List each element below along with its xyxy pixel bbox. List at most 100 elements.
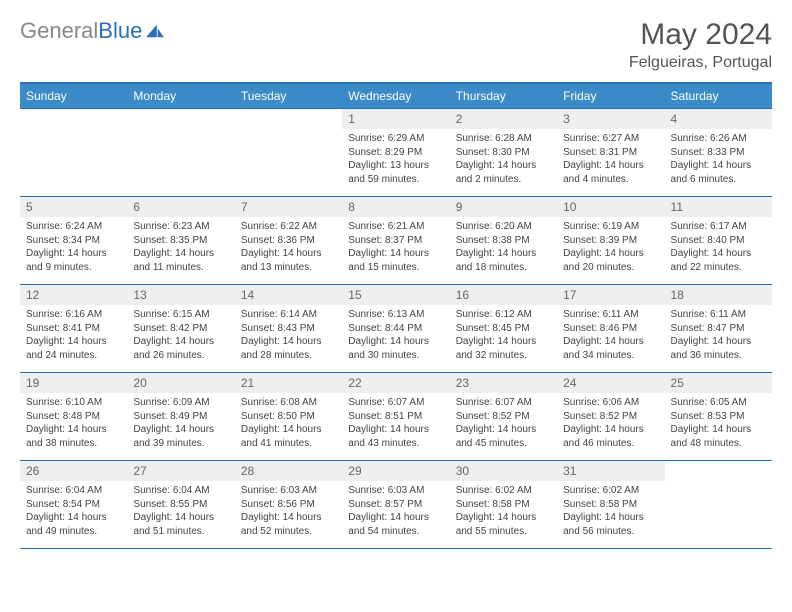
daylight-text: Daylight: 14 hours and 15 minutes. xyxy=(348,247,443,274)
daylight-text: Daylight: 14 hours and 41 minutes. xyxy=(241,423,336,450)
day-details: Sunrise: 6:03 AMSunset: 8:56 PMDaylight:… xyxy=(235,481,342,541)
daylight-text: Daylight: 14 hours and 9 minutes. xyxy=(26,247,121,274)
daylight-text: Daylight: 14 hours and 32 minutes. xyxy=(456,335,551,362)
day-details: Sunrise: 6:02 AMSunset: 8:58 PMDaylight:… xyxy=(557,481,664,541)
sunrise-text: Sunrise: 6:29 AM xyxy=(348,132,443,146)
sunrise-text: Sunrise: 6:02 AM xyxy=(456,484,551,498)
sunset-text: Sunset: 8:30 PM xyxy=(456,146,551,160)
day-details: Sunrise: 6:24 AMSunset: 8:34 PMDaylight:… xyxy=(20,217,127,277)
day-number: 2 xyxy=(450,109,557,129)
day-number: 3 xyxy=(557,109,664,129)
daylight-text: Daylight: 14 hours and 26 minutes. xyxy=(133,335,228,362)
day-number: 31 xyxy=(557,461,664,481)
day-details: Sunrise: 6:28 AMSunset: 8:30 PMDaylight:… xyxy=(450,129,557,189)
sunset-text: Sunset: 8:52 PM xyxy=(456,410,551,424)
sunrise-text: Sunrise: 6:23 AM xyxy=(133,220,228,234)
page-header: GeneralBlue May 2024 Felgueiras, Portuga… xyxy=(20,18,772,72)
logo-text-blue: Blue xyxy=(98,18,142,43)
weekday-header: Thursday xyxy=(450,83,557,109)
daylight-text: Daylight: 14 hours and 20 minutes. xyxy=(563,247,658,274)
sunrise-text: Sunrise: 6:22 AM xyxy=(241,220,336,234)
sunset-text: Sunset: 8:44 PM xyxy=(348,322,443,336)
calendar-week-row: 5Sunrise: 6:24 AMSunset: 8:34 PMDaylight… xyxy=(20,197,772,285)
calendar-day-cell: 3Sunrise: 6:27 AMSunset: 8:31 PMDaylight… xyxy=(557,109,664,197)
day-number: 19 xyxy=(20,373,127,393)
daylight-text: Daylight: 14 hours and 38 minutes. xyxy=(26,423,121,450)
calendar-body: ......1Sunrise: 6:29 AMSunset: 8:29 PMDa… xyxy=(20,109,772,549)
day-number: 7 xyxy=(235,197,342,217)
day-details: Sunrise: 6:11 AMSunset: 8:47 PMDaylight:… xyxy=(665,305,772,365)
calendar-day-cell: 22Sunrise: 6:07 AMSunset: 8:51 PMDayligh… xyxy=(342,373,449,461)
day-number: 29 xyxy=(342,461,449,481)
day-details: Sunrise: 6:04 AMSunset: 8:55 PMDaylight:… xyxy=(127,481,234,541)
day-details: Sunrise: 6:08 AMSunset: 8:50 PMDaylight:… xyxy=(235,393,342,453)
calendar-day-cell: 5Sunrise: 6:24 AMSunset: 8:34 PMDaylight… xyxy=(20,197,127,285)
day-details: Sunrise: 6:05 AMSunset: 8:53 PMDaylight:… xyxy=(665,393,772,453)
daylight-text: Daylight: 14 hours and 52 minutes. xyxy=(241,511,336,538)
sunrise-text: Sunrise: 6:04 AM xyxy=(133,484,228,498)
sunrise-text: Sunrise: 6:04 AM xyxy=(26,484,121,498)
sunset-text: Sunset: 8:33 PM xyxy=(671,146,766,160)
calendar-day-cell: 28Sunrise: 6:03 AMSunset: 8:56 PMDayligh… xyxy=(235,461,342,549)
day-number: 1 xyxy=(342,109,449,129)
sunset-text: Sunset: 8:49 PM xyxy=(133,410,228,424)
sunrise-text: Sunrise: 6:16 AM xyxy=(26,308,121,322)
sunrise-text: Sunrise: 6:03 AM xyxy=(241,484,336,498)
calendar-week-row: 19Sunrise: 6:10 AMSunset: 8:48 PMDayligh… xyxy=(20,373,772,461)
day-number: 9 xyxy=(450,197,557,217)
calendar-day-cell: .. xyxy=(127,109,234,197)
daylight-text: Daylight: 14 hours and 24 minutes. xyxy=(26,335,121,362)
sunrise-text: Sunrise: 6:24 AM xyxy=(26,220,121,234)
calendar-day-cell: .. xyxy=(235,109,342,197)
day-details: Sunrise: 6:27 AMSunset: 8:31 PMDaylight:… xyxy=(557,129,664,189)
calendar-day-cell: 9Sunrise: 6:20 AMSunset: 8:38 PMDaylight… xyxy=(450,197,557,285)
daylight-text: Daylight: 14 hours and 54 minutes. xyxy=(348,511,443,538)
daylight-text: Daylight: 14 hours and 36 minutes. xyxy=(671,335,766,362)
daylight-text: Daylight: 14 hours and 30 minutes. xyxy=(348,335,443,362)
day-number: 18 xyxy=(665,285,772,305)
weekday-header: Tuesday xyxy=(235,83,342,109)
sunset-text: Sunset: 8:56 PM xyxy=(241,498,336,512)
calendar-day-cell: 29Sunrise: 6:03 AMSunset: 8:57 PMDayligh… xyxy=(342,461,449,549)
sunset-text: Sunset: 8:37 PM xyxy=(348,234,443,248)
day-number: 26 xyxy=(20,461,127,481)
day-details: Sunrise: 6:04 AMSunset: 8:54 PMDaylight:… xyxy=(20,481,127,541)
sunset-text: Sunset: 8:54 PM xyxy=(26,498,121,512)
calendar-table: SundayMondayTuesdayWednesdayThursdayFrid… xyxy=(20,82,772,549)
calendar-day-cell: 17Sunrise: 6:11 AMSunset: 8:46 PMDayligh… xyxy=(557,285,664,373)
calendar-day-cell: 7Sunrise: 6:22 AMSunset: 8:36 PMDaylight… xyxy=(235,197,342,285)
day-number: 27 xyxy=(127,461,234,481)
daylight-text: Daylight: 14 hours and 34 minutes. xyxy=(563,335,658,362)
sunrise-text: Sunrise: 6:14 AM xyxy=(241,308,336,322)
day-details: Sunrise: 6:19 AMSunset: 8:39 PMDaylight:… xyxy=(557,217,664,277)
day-number: 16 xyxy=(450,285,557,305)
day-details: Sunrise: 6:23 AMSunset: 8:35 PMDaylight:… xyxy=(127,217,234,277)
sunrise-text: Sunrise: 6:07 AM xyxy=(348,396,443,410)
sunrise-text: Sunrise: 6:11 AM xyxy=(563,308,658,322)
sunrise-text: Sunrise: 6:06 AM xyxy=(563,396,658,410)
calendar-day-cell: 24Sunrise: 6:06 AMSunset: 8:52 PMDayligh… xyxy=(557,373,664,461)
sunrise-text: Sunrise: 6:15 AM xyxy=(133,308,228,322)
sunset-text: Sunset: 8:29 PM xyxy=(348,146,443,160)
day-number: 24 xyxy=(557,373,664,393)
weekday-header: Sunday xyxy=(20,83,127,109)
day-number: 8 xyxy=(342,197,449,217)
sunrise-text: Sunrise: 6:07 AM xyxy=(456,396,551,410)
calendar-day-cell: 15Sunrise: 6:13 AMSunset: 8:44 PMDayligh… xyxy=(342,285,449,373)
sunrise-text: Sunrise: 6:17 AM xyxy=(671,220,766,234)
daylight-text: Daylight: 14 hours and 6 minutes. xyxy=(671,159,766,186)
calendar-week-row: 26Sunrise: 6:04 AMSunset: 8:54 PMDayligh… xyxy=(20,461,772,549)
calendar-day-cell: 4Sunrise: 6:26 AMSunset: 8:33 PMDaylight… xyxy=(665,109,772,197)
day-number: 4 xyxy=(665,109,772,129)
calendar-day-cell: 12Sunrise: 6:16 AMSunset: 8:41 PMDayligh… xyxy=(20,285,127,373)
day-details: Sunrise: 6:03 AMSunset: 8:57 PMDaylight:… xyxy=(342,481,449,541)
daylight-text: Daylight: 14 hours and 43 minutes. xyxy=(348,423,443,450)
sunset-text: Sunset: 8:39 PM xyxy=(563,234,658,248)
day-details: Sunrise: 6:26 AMSunset: 8:33 PMDaylight:… xyxy=(665,129,772,189)
daylight-text: Daylight: 14 hours and 13 minutes. xyxy=(241,247,336,274)
day-number: 20 xyxy=(127,373,234,393)
calendar-day-cell: 18Sunrise: 6:11 AMSunset: 8:47 PMDayligh… xyxy=(665,285,772,373)
daylight-text: Daylight: 14 hours and 18 minutes. xyxy=(456,247,551,274)
sunset-text: Sunset: 8:52 PM xyxy=(563,410,658,424)
day-number: 21 xyxy=(235,373,342,393)
